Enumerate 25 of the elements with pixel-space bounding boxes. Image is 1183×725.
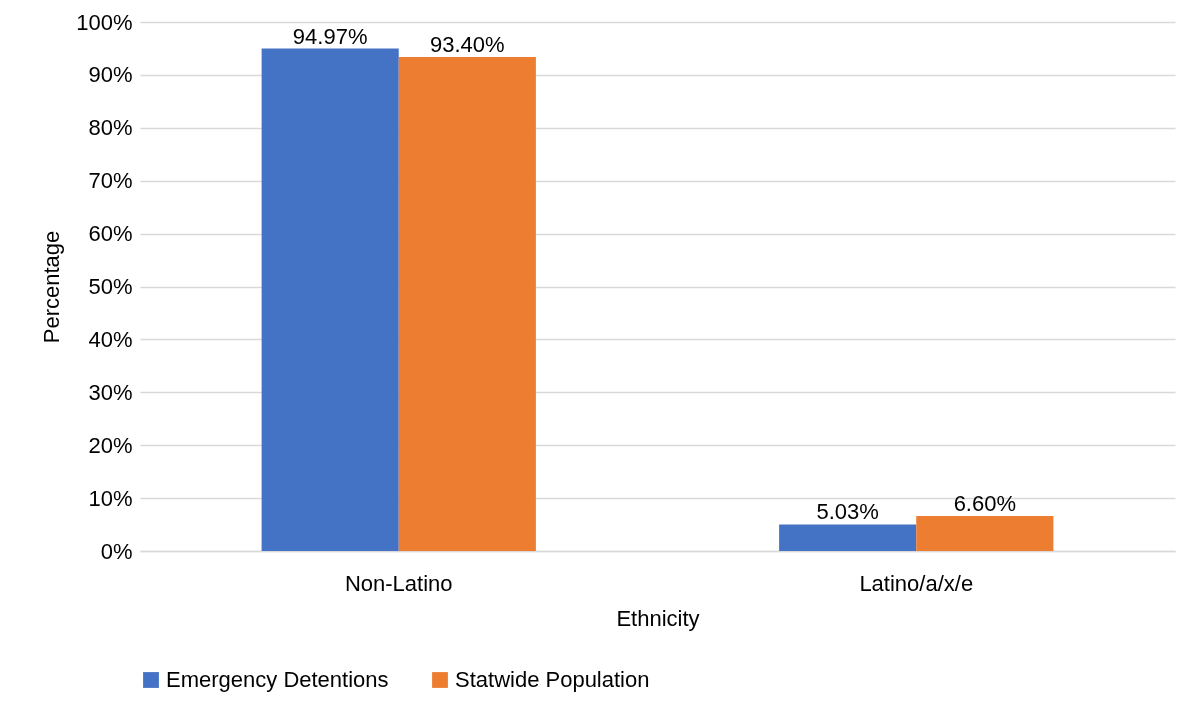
x-tick-label: Non-Latino <box>344 570 453 596</box>
bar <box>398 56 536 551</box>
data-label: 5.03% <box>816 499 879 525</box>
legend-label: Emergency Detentions <box>166 667 389 692</box>
y-axis-title: Percentage <box>39 230 65 344</box>
y-tick-label: 0% <box>100 538 133 564</box>
x-tick-label: Latino/a/x/e <box>859 570 974 596</box>
y-tick-label: 20% <box>88 432 133 458</box>
bar <box>916 516 1054 551</box>
y-tick-label: 50% <box>88 274 133 299</box>
bar <box>779 524 917 551</box>
x-axis-title: Ethnicity <box>616 605 700 631</box>
data-label: 93.40% <box>430 31 505 57</box>
legend-label: Statwide Population <box>455 667 650 692</box>
y-tick-label: 40% <box>88 326 133 352</box>
y-tick-label: 10% <box>88 485 133 511</box>
bar <box>261 48 399 551</box>
y-tick-label: 70% <box>88 168 133 194</box>
data-label: 94.97% <box>292 23 368 49</box>
y-tick-label: 60% <box>88 221 133 247</box>
data-label: 6.60% <box>953 491 1017 517</box>
y-tick-label: 90% <box>88 62 133 88</box>
y-tick-label: 80% <box>88 115 133 141</box>
y-tick-label: 30% <box>88 379 133 405</box>
y-tick-label: 100% <box>76 9 133 35</box>
